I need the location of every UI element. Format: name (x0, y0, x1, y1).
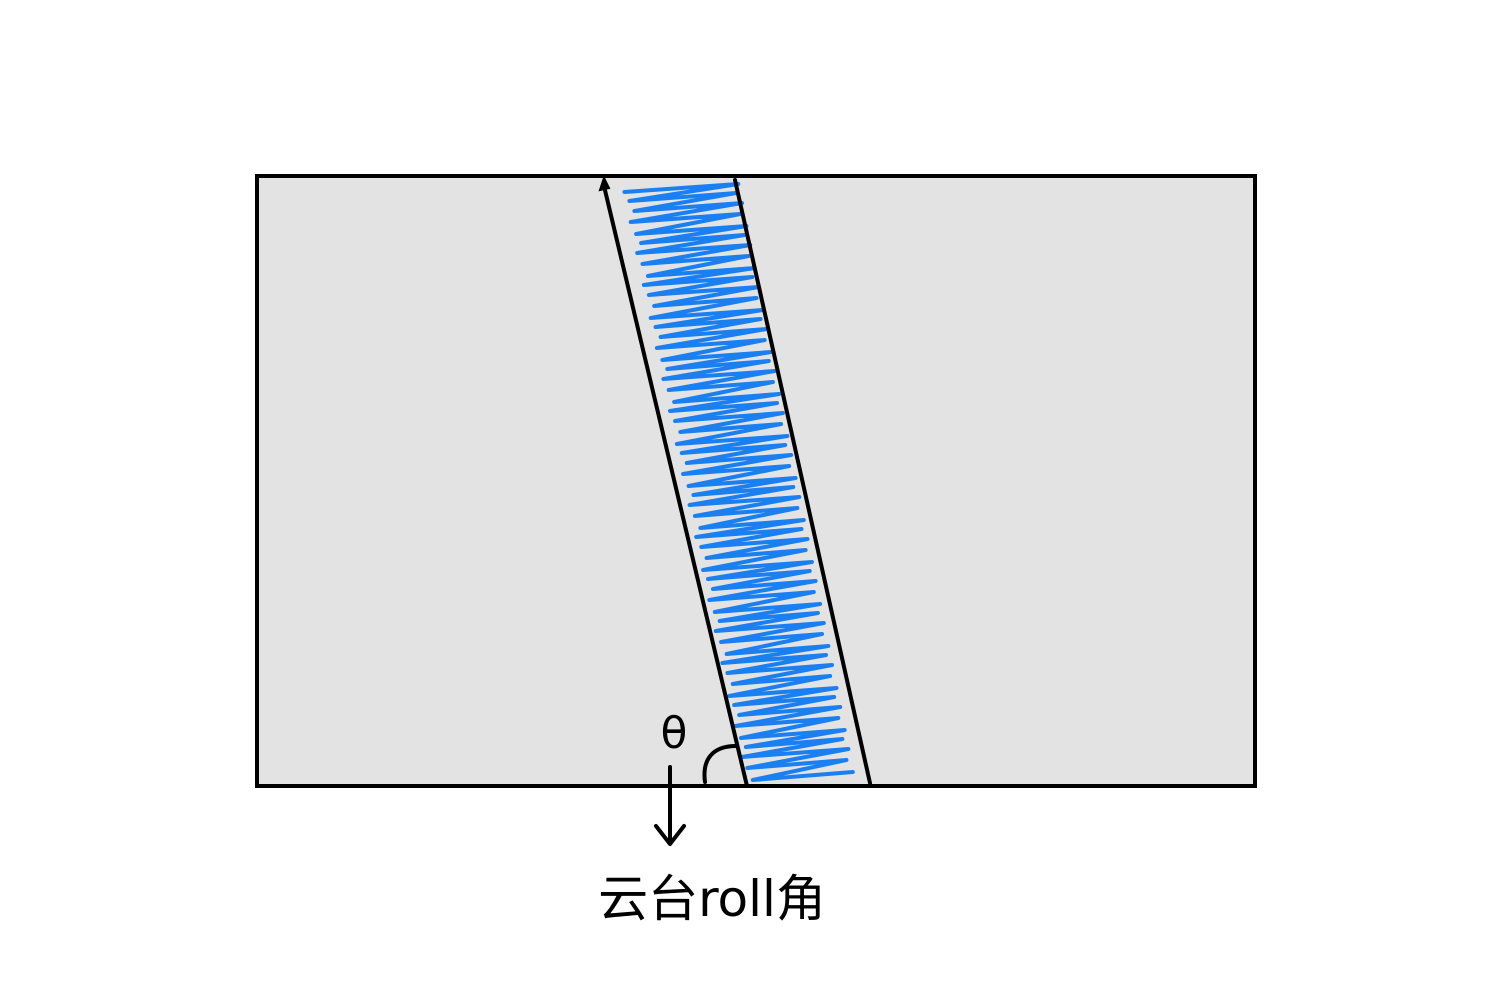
angle-theta-label: θ (661, 708, 688, 759)
gimbal-roll-caption: 云台roll角 (598, 870, 826, 928)
